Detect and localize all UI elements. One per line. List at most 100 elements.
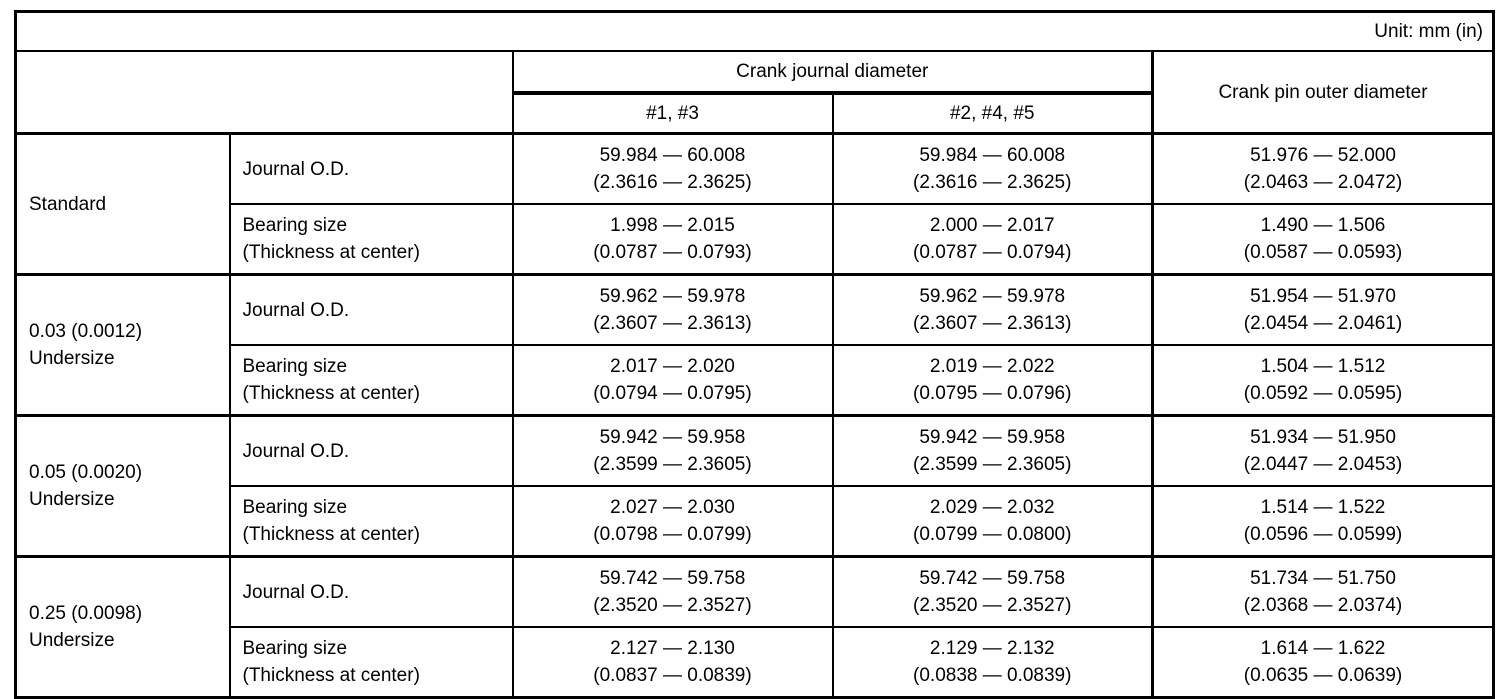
- value-cell-pin: 1.504 — 1.512 (0.0592 — 0.0595): [1150, 344, 1495, 417]
- value-mm: 1.514 — 1.522: [1260, 497, 1386, 518]
- value-cell-pin: 1.490 — 1.506 (0.0587 — 0.0593): [1150, 203, 1495, 276]
- value-cell-j13: 59.742 — 59.758 (2.3520 — 2.3527): [511, 555, 834, 628]
- value-cell-j245: 2.129 — 2.132 (0.0838 — 0.0839): [831, 626, 1154, 699]
- value-in: (0.0587 — 0.0593): [1243, 242, 1403, 263]
- group-label-line1: 0.03 (0.0012): [29, 321, 143, 342]
- group-label-025-undersize: 0.25 (0.0098) Undersize: [14, 555, 231, 699]
- header-journals-2-4-5: #2, #4, #5: [831, 92, 1154, 135]
- value-cell-pin: 51.734 — 51.750 (2.0368 — 2.0374): [1150, 555, 1495, 628]
- value-mm: 59.742 — 59.758: [919, 568, 1066, 589]
- value-in: (2.3607 — 2.3613): [593, 313, 752, 334]
- value-in: (0.0795 — 0.0796): [913, 383, 1072, 404]
- value-in: (0.0787 — 0.0793): [593, 242, 752, 263]
- row-label-text: Bearing size: [242, 215, 348, 236]
- value-cell-pin: 51.954 — 51.970 (2.0454 — 2.0461): [1150, 273, 1495, 346]
- value-in: (0.0787 — 0.0794): [913, 242, 1072, 263]
- value-cell-j13: 2.127 — 2.130 (0.0837 — 0.0839): [511, 626, 834, 699]
- header-row-2: #1, #3 #2, #4, #5: [16, 92, 1494, 135]
- value-mm: 51.954 — 51.970: [1250, 286, 1396, 307]
- value-mm: 1.614 — 1.622: [1260, 638, 1386, 659]
- group-label-line2: Undersize: [29, 348, 115, 369]
- table-row-025-journal: 0.25 (0.0098) Undersize Journal O.D. 59.…: [14, 555, 1495, 699]
- value-cell-j245: 2.019 — 2.022 (0.0795 — 0.0796): [831, 344, 1154, 417]
- value-cell-j245: 59.962 — 59.978 (2.3607 — 2.3613): [831, 273, 1154, 346]
- table-row-standard-bearing: Bearing size (Thickness at center) 1.998…: [16, 203, 1495, 276]
- table-row-standard-journal: Standard Journal O.D. 59.984 — 60.008 (2…: [14, 132, 1495, 276]
- value-in: (0.0592 — 0.0595): [1243, 383, 1403, 404]
- value-in: (2.3599 — 2.3605): [913, 454, 1072, 475]
- value-in: (0.0837 — 0.0839): [593, 665, 752, 686]
- value-cell-j13: 2.017 — 2.020 (0.0794 — 0.0795): [511, 344, 834, 417]
- value-mm: 59.742 — 59.758: [599, 568, 746, 589]
- crankshaft-spec-table: Unit: mm (in) Crank journal diameter Cra…: [14, 10, 1496, 699]
- value-mm: 2.019 — 2.022: [929, 356, 1055, 377]
- row-label-text: Bearing size: [242, 356, 348, 377]
- value-cell-pin: 1.514 — 1.522 (0.0596 — 0.0599): [1150, 485, 1495, 558]
- row-label-bearing-size: Bearing size (Thickness at center): [228, 485, 514, 558]
- header-journals-1-3: #1, #3: [511, 92, 834, 135]
- header-crank-pin-outer-diameter: Crank pin outer diameter: [1150, 50, 1495, 135]
- row-label-bearing-size: Bearing size (Thickness at center): [228, 344, 514, 417]
- row-label-journal-od: Journal O.D.: [228, 273, 514, 346]
- row-label-text: Journal O.D.: [242, 581, 350, 603]
- value-cell-j13: 1.998 — 2.015 (0.0787 — 0.0793): [511, 203, 834, 276]
- row-label-journal-od: Journal O.D.: [228, 414, 514, 487]
- value-in: (2.0447 — 2.0453): [1243, 454, 1403, 475]
- group-label-line1: 0.05 (0.0020): [29, 462, 143, 483]
- row-label-text: Journal O.D.: [242, 158, 350, 180]
- row-label-text: Bearing size: [242, 497, 348, 518]
- value-in: (0.0838 — 0.0839): [913, 665, 1072, 686]
- value-mm: 2.029 — 2.032: [929, 497, 1055, 518]
- row-label-text: Bearing size: [242, 638, 348, 659]
- value-cell-j13: 59.984 — 60.008 (2.3616 — 2.3625): [511, 132, 834, 205]
- value-in: (0.0635 — 0.0639): [1243, 665, 1403, 686]
- row-label-bearing-size: Bearing size (Thickness at center): [228, 626, 514, 699]
- value-in: (0.0799 — 0.0800): [913, 524, 1072, 545]
- row-label-subtext: (Thickness at center): [242, 665, 420, 686]
- value-cell-j245: 2.029 — 2.032 (0.0799 — 0.0800): [831, 485, 1154, 558]
- value-in: (0.0596 — 0.0599): [1243, 524, 1403, 545]
- value-mm: 2.017 — 2.020: [610, 356, 735, 377]
- page: Unit: mm (in) Crank journal diameter Cra…: [14, 10, 1496, 699]
- value-cell-j13: 2.027 — 2.030 (0.0798 — 0.0799): [511, 485, 834, 558]
- table-row-005-journal: 0.05 (0.0020) Undersize Journal O.D. 59.…: [14, 414, 1495, 558]
- group-label-003-undersize: 0.03 (0.0012) Undersize: [14, 273, 231, 417]
- table-row-003-journal: 0.03 (0.0012) Undersize Journal O.D. 59.…: [14, 273, 1495, 417]
- value-in: (2.3616 — 2.3625): [913, 172, 1072, 193]
- value-mm: 2.000 — 2.017: [929, 215, 1055, 236]
- group-label-line1: 0.25 (0.0098): [29, 603, 143, 624]
- value-cell-pin: 1.614 — 1.622 (0.0635 — 0.0639): [1150, 626, 1495, 699]
- value-in: (2.3520 — 2.3527): [913, 595, 1072, 616]
- value-cell-j13: 59.962 — 59.978 (2.3607 — 2.3613): [511, 273, 834, 346]
- value-mm: 51.734 — 51.750: [1250, 568, 1396, 589]
- value-mm: 2.127 — 2.130: [610, 638, 735, 659]
- value-cell-j245: 2.000 — 2.017 (0.0787 — 0.0794): [831, 203, 1154, 276]
- value-mm: 1.504 — 1.512: [1260, 356, 1386, 377]
- value-mm: 2.027 — 2.030: [610, 497, 735, 518]
- value-mm: 2.129 — 2.132: [929, 638, 1055, 659]
- value-mm: 51.976 — 52.000: [1250, 145, 1396, 166]
- value-cell-j245: 59.742 — 59.758 (2.3520 — 2.3527): [831, 555, 1154, 628]
- row-label-text: Journal O.D.: [242, 440, 350, 462]
- value-mm: 1.998 — 2.015: [610, 215, 735, 236]
- unit-row: Unit: mm (in): [14, 10, 1495, 52]
- value-in: (2.0463 — 2.0472): [1243, 172, 1403, 193]
- value-cell-j245: 59.984 — 60.008 (2.3616 — 2.3625): [831, 132, 1154, 205]
- group-label-line2: Undersize: [29, 489, 115, 510]
- row-label-bearing-size: Bearing size (Thickness at center): [228, 203, 514, 276]
- row-label-subtext: (Thickness at center): [242, 242, 420, 263]
- row-label-text: Journal O.D.: [242, 299, 350, 321]
- value-in: (2.3599 — 2.3605): [593, 454, 752, 475]
- row-label-subtext: (Thickness at center): [242, 383, 420, 404]
- group-label-005-undersize: 0.05 (0.0020) Undersize: [14, 414, 231, 558]
- value-mm: 59.962 — 59.978: [599, 286, 746, 307]
- header-crank-journal-diameter: Crank journal diameter: [511, 50, 1154, 95]
- row-label-journal-od: Journal O.D.: [228, 132, 514, 205]
- unit-label: Unit: mm (in): [14, 10, 1495, 52]
- header-row-1: Crank journal diameter Crank pin outer d…: [14, 50, 1495, 135]
- group-label-line1: Standard: [29, 193, 107, 215]
- row-label-subtext: (Thickness at center): [242, 524, 420, 545]
- value-in: (0.0798 — 0.0799): [593, 524, 752, 545]
- value-mm: 1.490 — 1.506: [1260, 215, 1386, 236]
- value-in: (2.3607 — 2.3613): [913, 313, 1072, 334]
